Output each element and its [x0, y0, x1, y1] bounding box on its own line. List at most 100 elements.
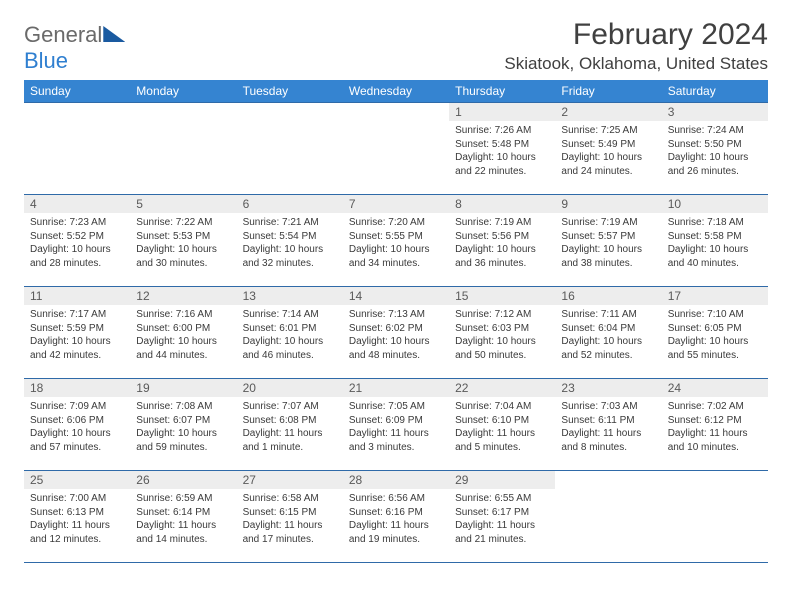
calendar-cell	[237, 103, 343, 195]
calendar-cell: 27Sunrise: 6:58 AMSunset: 6:15 PMDayligh…	[237, 471, 343, 563]
calendar-cell: 21Sunrise: 7:05 AMSunset: 6:09 PMDayligh…	[343, 379, 449, 471]
calendar-cell: 8Sunrise: 7:19 AMSunset: 5:56 PMDaylight…	[449, 195, 555, 287]
sunrise-text: Sunrise: 7:03 AM	[561, 400, 655, 414]
sunrise-text: Sunrise: 7:19 AM	[561, 216, 655, 230]
header: General Blue February 2024 Skiatook, Okl…	[24, 18, 768, 74]
daylight-text: Daylight: 11 hours and 19 minutes.	[349, 519, 443, 546]
day-number: 10	[662, 195, 768, 213]
daylight-text: Daylight: 10 hours and 55 minutes.	[668, 335, 762, 362]
logo: General Blue	[24, 18, 125, 74]
calendar-cell: 1Sunrise: 7:26 AMSunset: 5:48 PMDaylight…	[449, 103, 555, 195]
day-header: Wednesday	[343, 80, 449, 103]
sunrise-text: Sunrise: 7:23 AM	[30, 216, 124, 230]
day-header: Thursday	[449, 80, 555, 103]
daylight-text: Daylight: 10 hours and 44 minutes.	[136, 335, 230, 362]
sunrise-text: Sunrise: 7:18 AM	[668, 216, 762, 230]
day-number: 5	[130, 195, 236, 213]
calendar-cell: 22Sunrise: 7:04 AMSunset: 6:10 PMDayligh…	[449, 379, 555, 471]
day-data: Sunrise: 7:13 AMSunset: 6:02 PMDaylight:…	[343, 305, 449, 366]
title-block: February 2024 Skiatook, Oklahoma, United…	[504, 18, 768, 74]
calendar-week-row: 18Sunrise: 7:09 AMSunset: 6:06 PMDayligh…	[24, 379, 768, 471]
calendar-cell	[662, 471, 768, 563]
day-data: Sunrise: 7:26 AMSunset: 5:48 PMDaylight:…	[449, 121, 555, 182]
calendar-cell: 15Sunrise: 7:12 AMSunset: 6:03 PMDayligh…	[449, 287, 555, 379]
day-data: Sunrise: 7:24 AMSunset: 5:50 PMDaylight:…	[662, 121, 768, 182]
location: Skiatook, Oklahoma, United States	[504, 54, 768, 74]
calendar-cell: 24Sunrise: 7:02 AMSunset: 6:12 PMDayligh…	[662, 379, 768, 471]
day-data: Sunrise: 6:55 AMSunset: 6:17 PMDaylight:…	[449, 489, 555, 550]
sunrise-text: Sunrise: 7:21 AM	[243, 216, 337, 230]
sunrise-text: Sunrise: 7:24 AM	[668, 124, 762, 138]
day-number: 25	[24, 471, 130, 489]
sunrise-text: Sunrise: 7:14 AM	[243, 308, 337, 322]
daylight-text: Daylight: 10 hours and 50 minutes.	[455, 335, 549, 362]
sunset-text: Sunset: 5:48 PM	[455, 138, 549, 152]
logo-word-1: General	[24, 22, 102, 47]
day-data: Sunrise: 7:07 AMSunset: 6:08 PMDaylight:…	[237, 397, 343, 458]
day-number: 22	[449, 379, 555, 397]
day-data: Sunrise: 7:16 AMSunset: 6:00 PMDaylight:…	[130, 305, 236, 366]
daylight-text: Daylight: 10 hours and 26 minutes.	[668, 151, 762, 178]
sunrise-text: Sunrise: 7:17 AM	[30, 308, 124, 322]
calendar-cell: 23Sunrise: 7:03 AMSunset: 6:11 PMDayligh…	[555, 379, 661, 471]
sunset-text: Sunset: 6:14 PM	[136, 506, 230, 520]
day-data: Sunrise: 7:22 AMSunset: 5:53 PMDaylight:…	[130, 213, 236, 274]
calendar-cell: 28Sunrise: 6:56 AMSunset: 6:16 PMDayligh…	[343, 471, 449, 563]
calendar-cell: 20Sunrise: 7:07 AMSunset: 6:08 PMDayligh…	[237, 379, 343, 471]
logo-word-2: Blue	[24, 48, 68, 73]
calendar-cell: 11Sunrise: 7:17 AMSunset: 5:59 PMDayligh…	[24, 287, 130, 379]
daylight-text: Daylight: 11 hours and 14 minutes.	[136, 519, 230, 546]
sunrise-text: Sunrise: 7:25 AM	[561, 124, 655, 138]
daylight-text: Daylight: 10 hours and 59 minutes.	[136, 427, 230, 454]
day-number-empty	[555, 471, 661, 489]
daylight-text: Daylight: 11 hours and 12 minutes.	[30, 519, 124, 546]
sunset-text: Sunset: 6:09 PM	[349, 414, 443, 428]
day-number: 24	[662, 379, 768, 397]
day-data: Sunrise: 7:11 AMSunset: 6:04 PMDaylight:…	[555, 305, 661, 366]
daylight-text: Daylight: 10 hours and 22 minutes.	[455, 151, 549, 178]
calendar-cell	[555, 471, 661, 563]
day-number: 18	[24, 379, 130, 397]
day-number-empty	[130, 103, 236, 121]
sunset-text: Sunset: 6:17 PM	[455, 506, 549, 520]
day-header: Tuesday	[237, 80, 343, 103]
sunrise-text: Sunrise: 7:20 AM	[349, 216, 443, 230]
day-data: Sunrise: 6:59 AMSunset: 6:14 PMDaylight:…	[130, 489, 236, 550]
day-data: Sunrise: 7:18 AMSunset: 5:58 PMDaylight:…	[662, 213, 768, 274]
sunset-text: Sunset: 6:15 PM	[243, 506, 337, 520]
daylight-text: Daylight: 10 hours and 40 minutes.	[668, 243, 762, 270]
day-header: Monday	[130, 80, 236, 103]
sunset-text: Sunset: 5:57 PM	[561, 230, 655, 244]
day-data: Sunrise: 6:56 AMSunset: 6:16 PMDaylight:…	[343, 489, 449, 550]
calendar-cell: 12Sunrise: 7:16 AMSunset: 6:00 PMDayligh…	[130, 287, 236, 379]
day-number-empty	[237, 103, 343, 121]
daylight-text: Daylight: 11 hours and 17 minutes.	[243, 519, 337, 546]
sunrise-text: Sunrise: 6:56 AM	[349, 492, 443, 506]
calendar-cell: 16Sunrise: 7:11 AMSunset: 6:04 PMDayligh…	[555, 287, 661, 379]
day-data: Sunrise: 7:12 AMSunset: 6:03 PMDaylight:…	[449, 305, 555, 366]
sunset-text: Sunset: 6:16 PM	[349, 506, 443, 520]
calendar-week-row: 25Sunrise: 7:00 AMSunset: 6:13 PMDayligh…	[24, 471, 768, 563]
sunset-text: Sunset: 6:01 PM	[243, 322, 337, 336]
calendar-cell: 18Sunrise: 7:09 AMSunset: 6:06 PMDayligh…	[24, 379, 130, 471]
day-data: Sunrise: 7:08 AMSunset: 6:07 PMDaylight:…	[130, 397, 236, 458]
daylight-text: Daylight: 10 hours and 32 minutes.	[243, 243, 337, 270]
day-number: 27	[237, 471, 343, 489]
day-data: Sunrise: 7:05 AMSunset: 6:09 PMDaylight:…	[343, 397, 449, 458]
sunrise-text: Sunrise: 7:26 AM	[455, 124, 549, 138]
day-data: Sunrise: 7:20 AMSunset: 5:55 PMDaylight:…	[343, 213, 449, 274]
calendar-cell	[24, 103, 130, 195]
day-data: Sunrise: 7:10 AMSunset: 6:05 PMDaylight:…	[662, 305, 768, 366]
sunrise-text: Sunrise: 7:00 AM	[30, 492, 124, 506]
day-data: Sunrise: 7:17 AMSunset: 5:59 PMDaylight:…	[24, 305, 130, 366]
sunrise-text: Sunrise: 7:04 AM	[455, 400, 549, 414]
sunset-text: Sunset: 6:04 PM	[561, 322, 655, 336]
logo-triangle-icon	[103, 26, 125, 42]
daylight-text: Daylight: 10 hours and 48 minutes.	[349, 335, 443, 362]
daylight-text: Daylight: 11 hours and 5 minutes.	[455, 427, 549, 454]
day-number: 15	[449, 287, 555, 305]
sunrise-text: Sunrise: 7:22 AM	[136, 216, 230, 230]
day-number: 4	[24, 195, 130, 213]
day-header: Friday	[555, 80, 661, 103]
sunrise-text: Sunrise: 7:12 AM	[455, 308, 549, 322]
